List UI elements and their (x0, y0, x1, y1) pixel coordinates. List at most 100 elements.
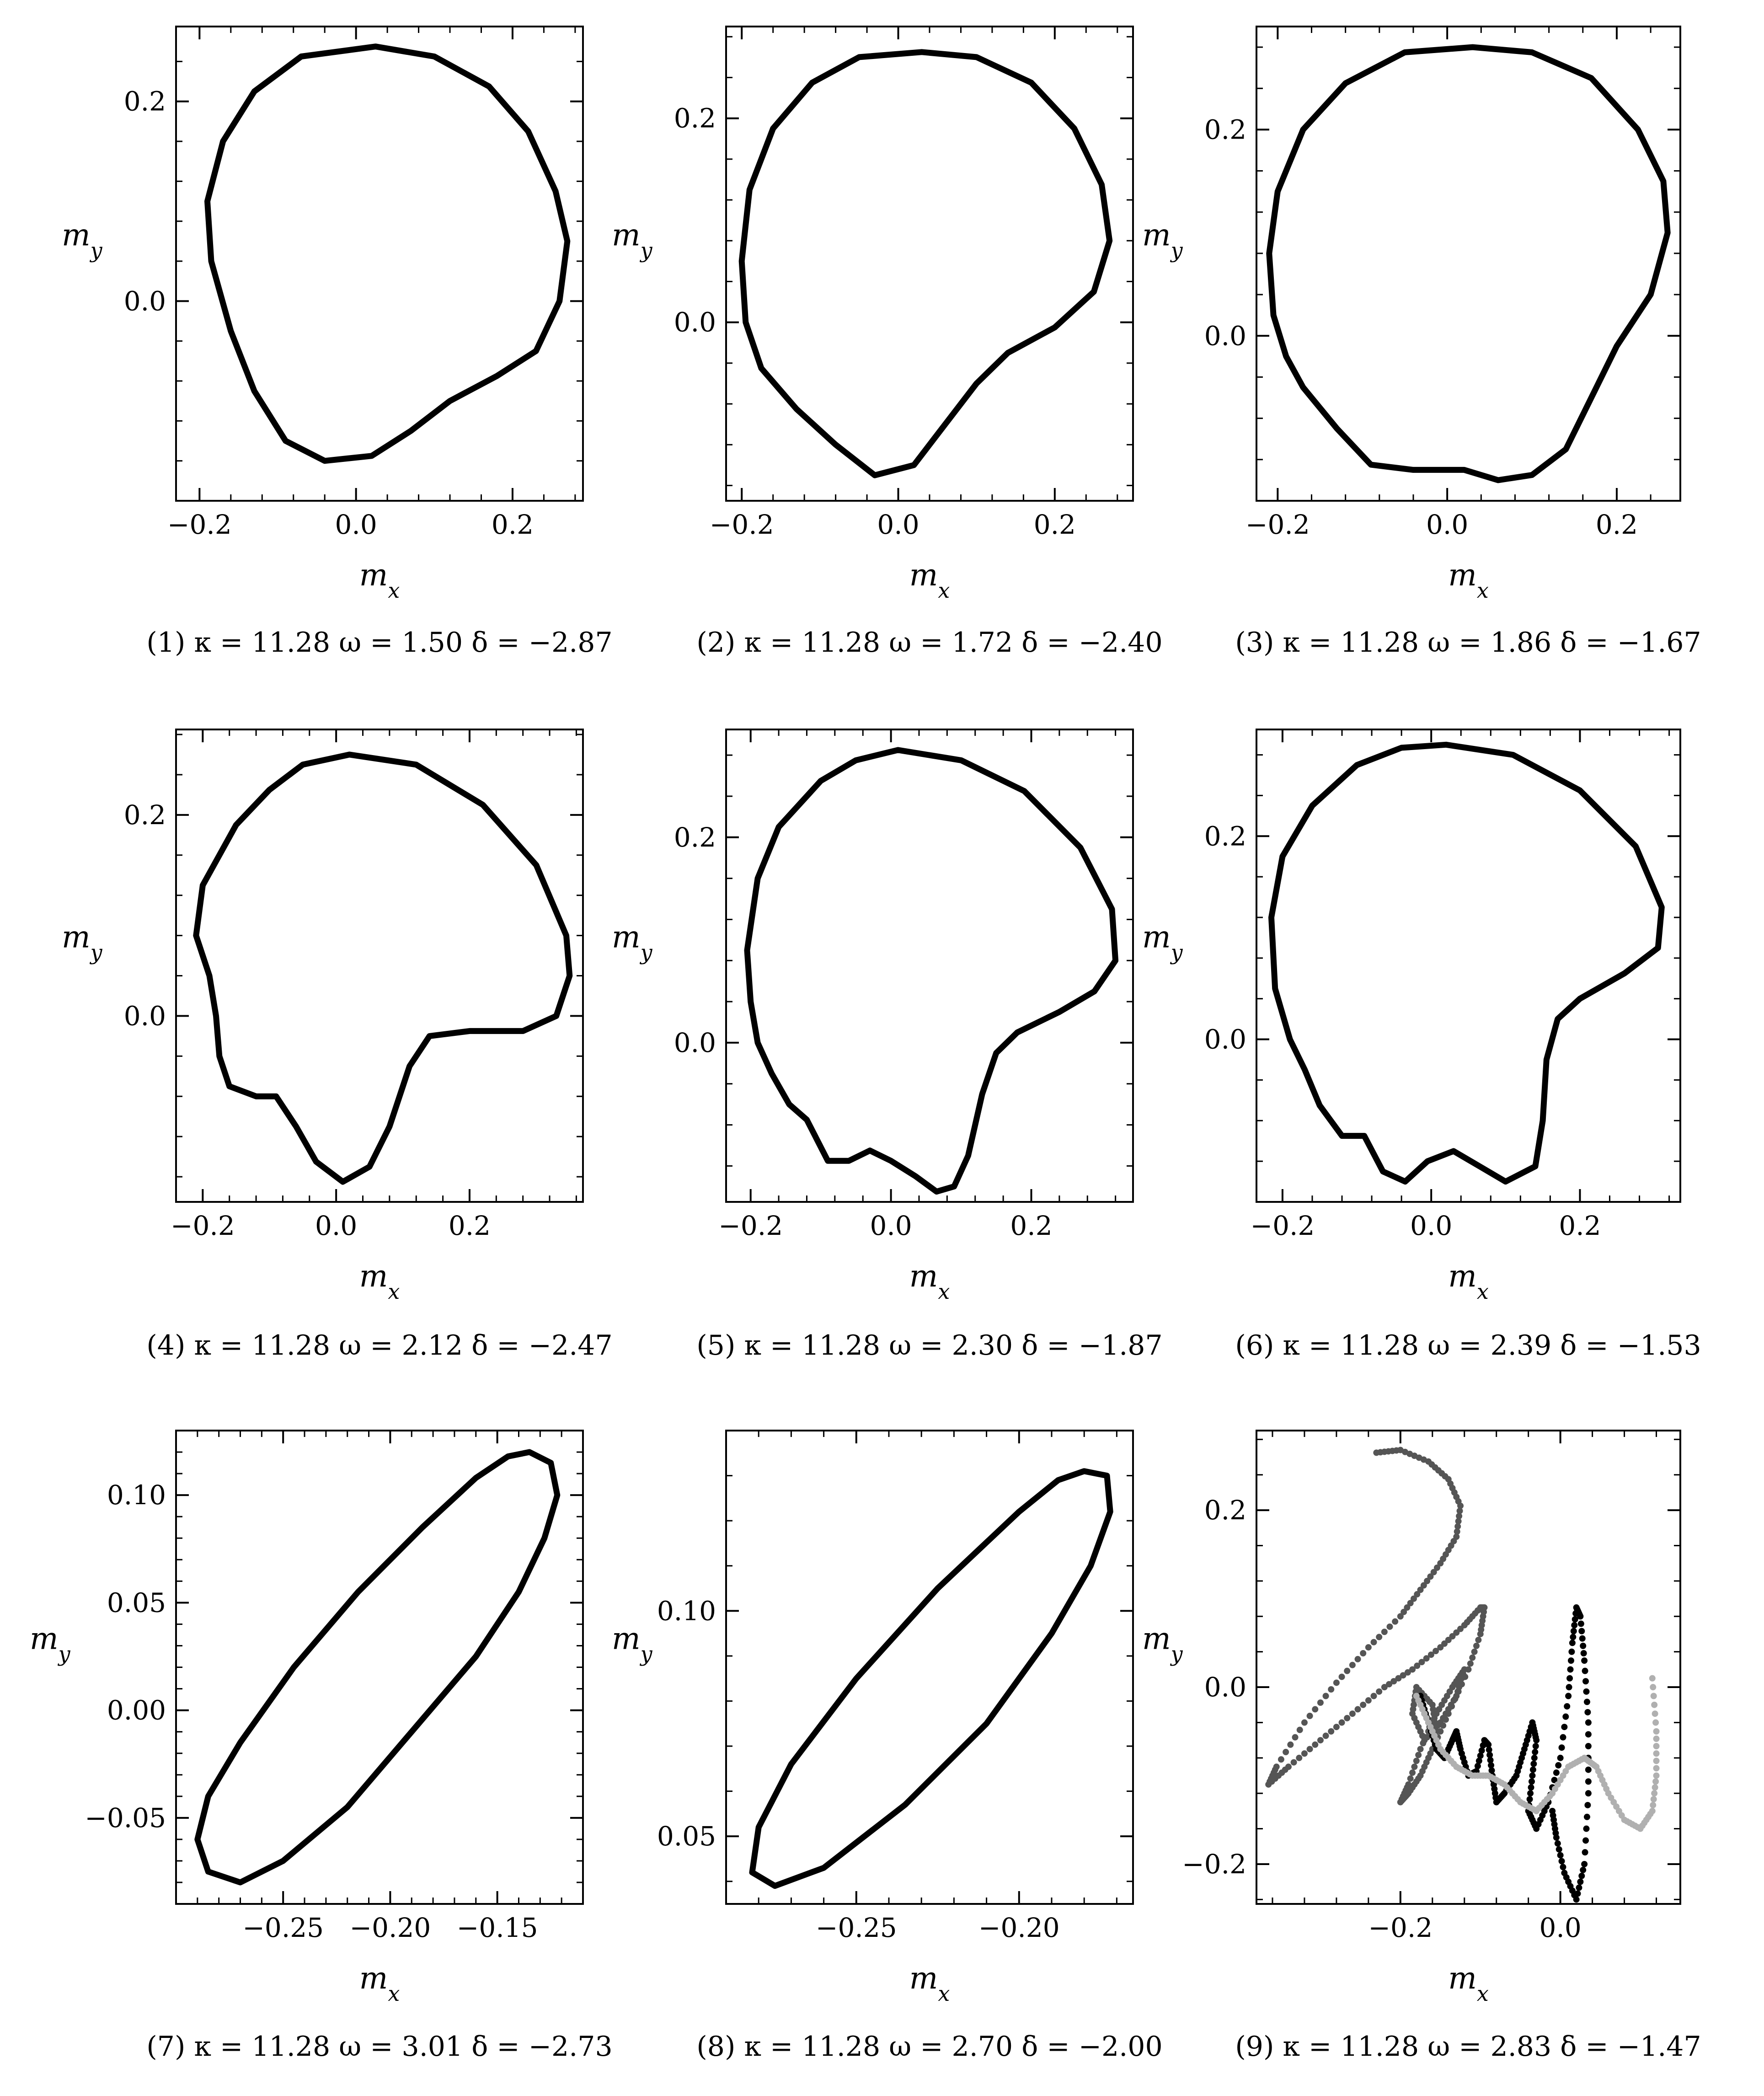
trajectory-point (1584, 1709, 1591, 1715)
x-tick-label: −0.2 (1250, 1210, 1315, 1241)
trajectory-point (1365, 1644, 1372, 1651)
trajectory-point (1474, 1763, 1481, 1769)
trajectory-point (1365, 1697, 1372, 1704)
trajectory-point (1397, 1613, 1404, 1620)
panel-caption: (7) κ = 11.28 ω = 3.01 δ = −2.73 (146, 2031, 612, 2063)
x-tick-label: −0.2 (710, 509, 774, 540)
trajectory-point (1533, 1737, 1540, 1744)
trajectory-point (1581, 1860, 1588, 1867)
trajectory-point (1433, 1564, 1440, 1571)
ticks: −0.2 0.0 0.2 0.0 0.2 (124, 729, 583, 1241)
x-tick-label: −0.20 (350, 1912, 431, 1943)
ticks: −0.25 −0.20 0.05 0.10 (657, 1430, 1133, 1943)
trajectory-point (1477, 1752, 1484, 1759)
trajectory-point (1551, 1777, 1558, 1784)
trajectory-point (1414, 1662, 1421, 1669)
trajectory-point (1652, 1719, 1659, 1726)
x-tick-label: 0.2 (449, 1210, 491, 1241)
trajectory-point (1561, 1724, 1568, 1731)
trajectory-point (1653, 1758, 1660, 1764)
panel-1: −0.2 0.0 0.2 0.0 0.2 mx my (1) κ = 11.28 ω = 1.… (62, 26, 613, 659)
trajectory-point (1570, 1634, 1577, 1640)
trajectory-point (1576, 1884, 1582, 1891)
x-tick-label: −0.2 (1245, 509, 1310, 540)
trajectory-point (1386, 1681, 1393, 1688)
trajectory-point (1430, 1569, 1437, 1576)
x-axis-label: mx (359, 1259, 400, 1304)
y-axis-label: my (1142, 1621, 1183, 1667)
trajectory-point (1653, 1750, 1660, 1757)
trajectory-point (1572, 1616, 1578, 1623)
trajectory-point (1317, 1699, 1324, 1706)
trajectory-point (1317, 1737, 1324, 1744)
trajectory-point (1485, 1741, 1492, 1748)
y-axis-label: my (612, 1621, 653, 1667)
trajectory-point (1283, 1748, 1289, 1755)
trajectory-point (1582, 1678, 1589, 1685)
trajectory-point (1338, 1673, 1345, 1680)
trajectory-point (1568, 1648, 1575, 1655)
trajectory-point (1417, 1746, 1424, 1753)
trajectory-point (1650, 1801, 1657, 1808)
trajectory-point (1578, 1628, 1585, 1635)
trajectory-point (1486, 1747, 1492, 1753)
series-0 (1265, 1447, 1488, 1806)
panel-caption: (6) κ = 11.28 ω = 2.39 δ = −1.53 (1235, 1329, 1701, 1362)
axes-frame (175, 1430, 584, 1905)
panel-9: −0.2 0.0 −0.2 0.0 0.2 mx my (9) κ = 11.28 ω = 2… (1142, 1430, 1701, 2063)
trajectory-point (1417, 1587, 1424, 1593)
trajectory-point (1649, 1807, 1656, 1814)
plot-area (204, 43, 571, 464)
trajectory-point (1376, 1688, 1383, 1695)
trajectory-point (1290, 1759, 1297, 1766)
trajectory-point (1488, 1767, 1495, 1774)
x-tick-label: 0.2 (1596, 509, 1638, 540)
x-tick-label: −0.25 (242, 1912, 324, 1943)
trajectory-point (1475, 1758, 1482, 1764)
x-tick-label: 0.0 (1539, 1912, 1582, 1943)
trajectory-point (1652, 1710, 1658, 1717)
trajectory-line (194, 1449, 561, 1886)
trajectory-point (1579, 1635, 1586, 1642)
trajectory-point (1370, 1693, 1377, 1699)
ticks: −0.2 0.0 0.2 0.0 0.2 (674, 729, 1133, 1241)
plot-area (738, 49, 1113, 478)
y-tick-label: 0.0 (1204, 1024, 1246, 1055)
plot-area (749, 1468, 1113, 1889)
y-axis-label: my (30, 1621, 71, 1667)
trajectory-point (1653, 1765, 1660, 1772)
plot-area (1268, 741, 1665, 1185)
y-tick-label: −0.05 (85, 1802, 166, 1833)
trajectory-point (1360, 1650, 1367, 1656)
x-tick-label: 0.2 (1034, 509, 1076, 540)
trajectory-point (1312, 1706, 1319, 1713)
trajectory-point (1580, 1650, 1587, 1656)
trajectory-point (1564, 1703, 1571, 1710)
ticks: −0.25 −0.20 −0.15 −0.05 0.00 0.05 0.10 (85, 1430, 584, 1943)
trajectory-point (1433, 1648, 1439, 1655)
trajectory-point (1322, 1693, 1329, 1699)
trajectory-point (1530, 1760, 1537, 1767)
panel-3: −0.2 0.0 0.2 0.0 0.2 mx my (3) κ = 11.28 ω = 1.… (1142, 26, 1701, 659)
trajectory-point (1527, 1790, 1534, 1797)
trajectory-point (1333, 1724, 1340, 1731)
trajectory-point (1404, 1604, 1411, 1611)
trajectory-point (1287, 1741, 1294, 1748)
axes-frame (725, 1430, 1134, 1905)
trajectory-line (204, 43, 571, 464)
trajectory-point (1553, 1769, 1560, 1776)
trajectory-point (1585, 1766, 1592, 1773)
x-tick-label: −0.25 (816, 1912, 897, 1943)
trajectory-point (1566, 1675, 1573, 1682)
plot-area (194, 1449, 561, 1886)
trajectory-line (1268, 741, 1665, 1185)
ticks: −0.2 0.0 −0.2 0.0 0.2 (1182, 1431, 1680, 1943)
trajectory-point (1554, 1840, 1561, 1847)
trajectory-point (1577, 1620, 1584, 1627)
y-tick-label: 0.0 (124, 285, 166, 316)
trajectory-point (1583, 1688, 1590, 1695)
trajectory-point (1405, 1781, 1412, 1788)
axes-frame (725, 26, 1134, 502)
trajectory-point (1344, 1715, 1351, 1721)
trajectory-point (1558, 1858, 1565, 1865)
